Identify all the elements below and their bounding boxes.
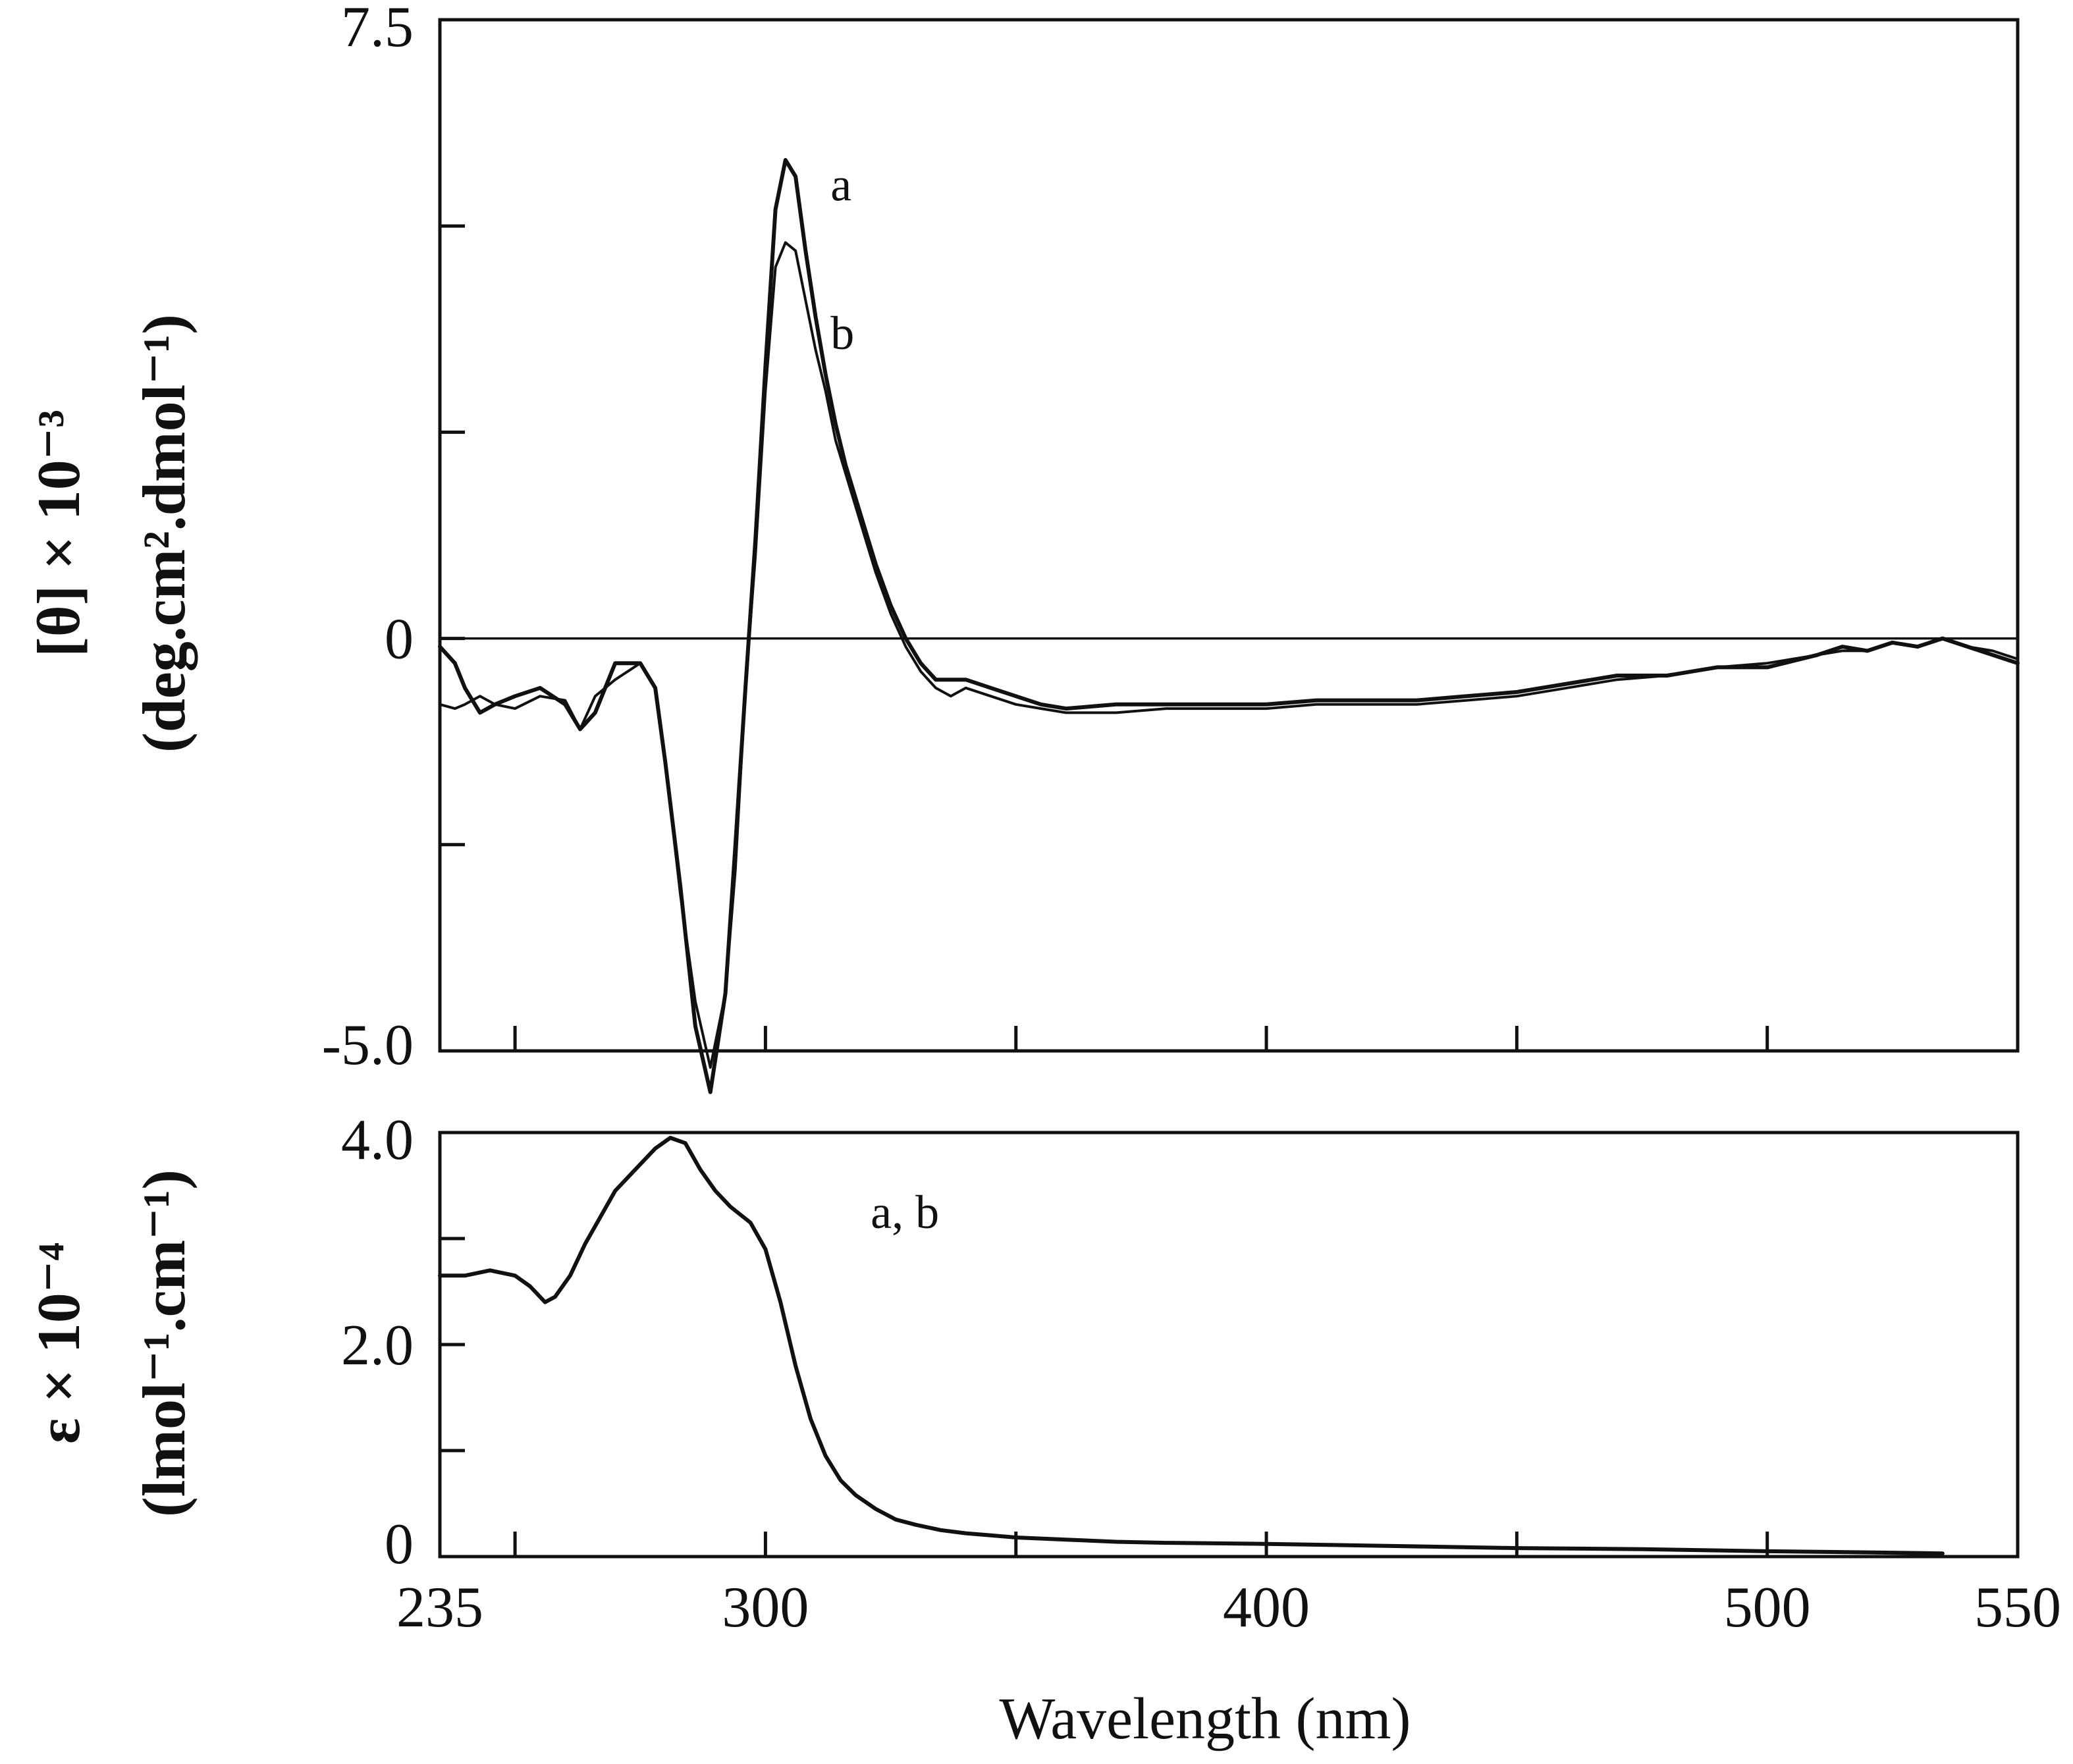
cd-y-axis-title-line1: [θ] × 10⁻³ — [25, 410, 92, 657]
x-tick-label: 500 — [1724, 1576, 1811, 1640]
cd-x-ticks — [513, 1026, 1769, 1051]
x-tick-label: 400 — [1223, 1576, 1310, 1640]
cd-curve-labels: ab — [830, 159, 854, 360]
absorption-plot-frame — [438, 1131, 2020, 1559]
cd-spectrum-panel: 7.50-5.0 ab [θ] × 10⁻³ (deg.cm².dmol⁻¹) — [25, 0, 2020, 1094]
cd-curves — [438, 158, 2020, 1094]
cd-series-b-line — [439, 241, 2019, 1069]
absorption-y-tick-label: 2.0 — [341, 1314, 414, 1377]
cd-y-tick-labels: 7.5 0 -5.0 — [322, 0, 414, 1077]
absorption-y-tick-label: 4.0 — [341, 1108, 414, 1172]
cd-y-tick-label: -5.0 — [322, 1013, 414, 1077]
absorption-spectrum-panel: 4.0 2.0 0 235 300 400 500 550 a, b ε × 10⁻⁴ (l… — [25, 1108, 2061, 1751]
x-axis-title: Wavelength (nm) — [999, 1686, 1411, 1751]
absorption-curve-labels: a, b — [871, 1186, 939, 1239]
absorption-y-ticks — [440, 1131, 465, 1559]
cd-series-a-line — [438, 158, 2020, 1094]
absorption-curves — [438, 1136, 1945, 1556]
x-tick-label: 550 — [1974, 1576, 2061, 1640]
absorption-y-tick-label: 0 — [385, 1512, 414, 1576]
x-tick-labels: 235 300 400 500 550 — [396, 1576, 2061, 1640]
cd-plot-frame — [438, 18, 2020, 1053]
x-tick-label: 300 — [722, 1576, 809, 1640]
cd-curve-label: b — [830, 307, 854, 360]
absorption-y-axis-title-line1: ε × 10⁻⁴ — [25, 1243, 92, 1444]
absorption-y-axis-title-line2: (lmol⁻¹.cm⁻¹) — [130, 1169, 198, 1517]
cd-curve-label: a — [830, 159, 851, 211]
absorption-y-tick-labels: 4.0 2.0 0 — [341, 1108, 414, 1576]
absorption-series-a-b-line — [438, 1136, 1945, 1556]
x-tick-label: 235 — [396, 1576, 483, 1640]
cd-y-tick-label: 0 — [385, 608, 414, 672]
absorption-curve-label: a, b — [871, 1186, 939, 1239]
cd-y-axis-title-line2: (deg.cm².dmol⁻¹) — [130, 314, 198, 753]
cd-y-tick-label: 7.5 — [341, 0, 414, 59]
cd-y-ticks — [440, 18, 465, 1053]
